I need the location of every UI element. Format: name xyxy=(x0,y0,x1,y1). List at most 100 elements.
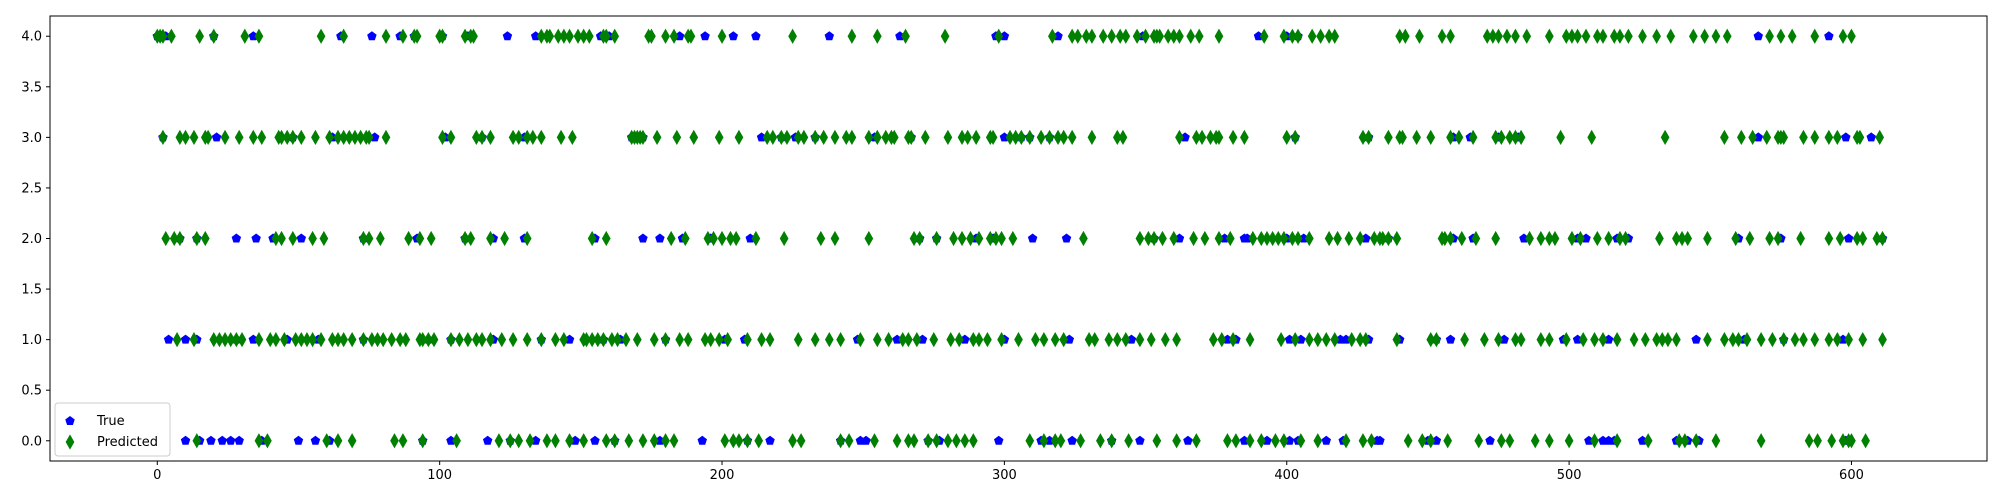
point-predicted xyxy=(743,332,752,348)
point-predicted xyxy=(872,332,882,348)
point-predicted xyxy=(316,28,326,44)
point-predicted xyxy=(1878,332,1887,348)
point-predicted xyxy=(884,332,893,348)
point-predicted xyxy=(536,129,546,145)
point-predicted xyxy=(1703,332,1712,348)
point-predicted xyxy=(1525,230,1534,247)
point-predicted xyxy=(1638,28,1647,44)
point-predicted xyxy=(1474,433,1484,449)
point-predicted xyxy=(1124,433,1133,449)
y-tick-label: 0.5 xyxy=(21,384,42,399)
point-predicted xyxy=(1276,332,1286,348)
point-predicted xyxy=(1059,332,1069,348)
point-predicted xyxy=(347,433,357,449)
point-predicted xyxy=(1135,332,1145,348)
point-predicted xyxy=(997,332,1006,348)
point-predicted xyxy=(200,230,210,247)
point-predicted xyxy=(1189,230,1198,247)
point-predicted xyxy=(514,433,524,449)
point-predicted xyxy=(1460,332,1469,348)
point-predicted xyxy=(963,129,973,145)
point-predicted xyxy=(765,332,775,348)
point-predicted xyxy=(836,433,845,449)
point-predicted xyxy=(743,433,752,449)
point-predicted xyxy=(1321,332,1331,348)
legend-label-true: True xyxy=(96,414,125,429)
point-predicted xyxy=(469,28,478,44)
point-predicted xyxy=(731,230,741,247)
point-predicted xyxy=(415,230,425,247)
point-predicted xyxy=(1160,332,1170,348)
point-predicted xyxy=(830,129,840,145)
point-predicted xyxy=(1502,28,1512,44)
point-predicted xyxy=(1590,433,1599,449)
point-predicted xyxy=(1491,230,1501,247)
point-predicted xyxy=(203,129,213,145)
point-true xyxy=(251,233,261,243)
point-predicted xyxy=(234,129,244,145)
point-predicted xyxy=(1107,433,1117,449)
point-predicted xyxy=(734,129,744,145)
point-predicted xyxy=(1330,28,1340,44)
point-predicted xyxy=(1172,332,1181,348)
x-tick-label: 300 xyxy=(992,468,1017,483)
point-predicted xyxy=(1576,230,1585,247)
point-predicted xyxy=(1347,332,1357,348)
point-predicted xyxy=(974,230,984,247)
point-predicted xyxy=(1304,332,1314,348)
point-predicted xyxy=(551,433,560,449)
point-predicted xyxy=(1135,230,1145,247)
y-tick-label: 1.5 xyxy=(21,283,42,298)
point-predicted xyxy=(1192,433,1201,449)
point-predicted xyxy=(1536,230,1546,247)
point-predicted xyxy=(1073,28,1083,44)
point-predicted xyxy=(1197,129,1207,145)
point-predicted xyxy=(1307,28,1317,44)
point-predicted xyxy=(1403,433,1413,449)
point-predicted xyxy=(1248,230,1258,247)
point-predicted xyxy=(1039,332,1049,348)
point-predicted xyxy=(709,230,718,247)
point-predicted xyxy=(872,129,882,145)
point-predicted xyxy=(638,433,648,449)
point-predicted xyxy=(1578,332,1588,348)
point-predicted xyxy=(1279,230,1289,247)
point-predicted xyxy=(892,433,902,449)
point-predicted xyxy=(1666,28,1676,44)
point-predicted xyxy=(1208,332,1218,348)
point-predicted xyxy=(316,332,326,348)
y-tick-label: 3.5 xyxy=(21,80,42,95)
point-predicted xyxy=(347,332,357,348)
point-predicted xyxy=(1392,230,1402,247)
point-predicted xyxy=(390,433,399,449)
point-predicted xyxy=(686,28,696,44)
point-predicted xyxy=(680,230,690,247)
point-predicted xyxy=(209,28,219,44)
point-predicted xyxy=(1025,129,1035,145)
point-true xyxy=(1866,132,1876,142)
point-predicted xyxy=(1098,28,1108,44)
point-predicted xyxy=(1067,129,1077,145)
point-predicted xyxy=(1031,332,1040,348)
point-predicted xyxy=(1245,433,1255,449)
point-true xyxy=(638,233,648,243)
point-true xyxy=(1824,31,1834,41)
point-predicted xyxy=(189,129,199,145)
y-tick-label: 1.0 xyxy=(21,333,42,348)
point-predicted xyxy=(565,433,574,449)
point-predicted xyxy=(1720,332,1729,348)
point-predicted xyxy=(161,230,171,247)
point-predicted xyxy=(974,332,984,348)
point-predicted xyxy=(1468,129,1478,145)
point-predicted xyxy=(189,332,199,348)
point-predicted xyxy=(1090,332,1100,348)
point-predicted xyxy=(870,433,879,449)
point-true xyxy=(751,31,761,41)
point-predicted xyxy=(864,230,874,247)
point-predicted xyxy=(1056,433,1066,449)
point-predicted xyxy=(1505,433,1515,449)
point-predicted xyxy=(494,433,504,449)
point-predicted xyxy=(1426,129,1436,145)
point-predicted xyxy=(1446,28,1455,44)
